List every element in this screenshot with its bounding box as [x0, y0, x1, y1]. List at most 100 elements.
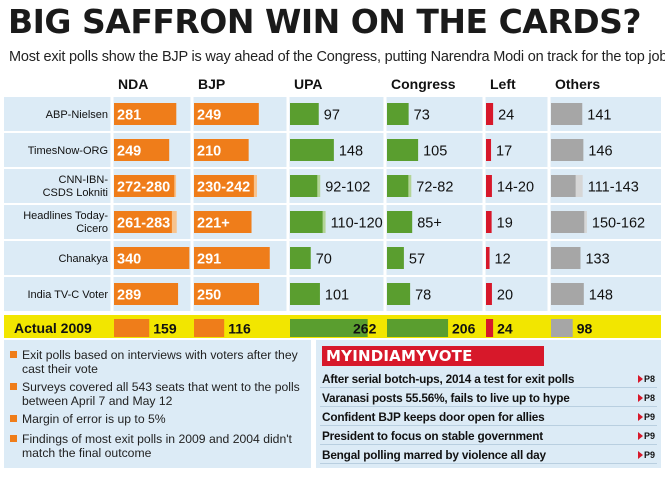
- value-bar: [387, 139, 419, 161]
- headline-text: President to focus on stable government: [322, 429, 543, 443]
- value-label: 105: [423, 144, 447, 160]
- value-bar: [290, 175, 318, 197]
- value-bar: [194, 139, 249, 161]
- value-label: 146: [588, 144, 612, 160]
- value-label: 19: [497, 216, 513, 232]
- bullet-icon: [10, 351, 17, 358]
- value-label: 281: [117, 108, 141, 124]
- value-label: 261-283: [117, 216, 170, 232]
- value-label: 78: [415, 288, 431, 304]
- value-bar: [114, 211, 172, 233]
- note-item: Exit polls based on interviews with vote…: [10, 348, 310, 376]
- value-label: 110-120: [331, 216, 383, 232]
- note-text: Margin of error is up to 5%: [22, 412, 166, 426]
- value-bar: [290, 103, 319, 125]
- headline-link[interactable]: Bengal polling marred by violence all da…: [320, 446, 657, 464]
- value-bar: [114, 319, 150, 337]
- headline-link[interactable]: After serial botch-ups, 2014 a test for …: [320, 370, 657, 388]
- value-bar: [290, 319, 368, 337]
- value-bar: [387, 175, 409, 197]
- value-bar: [551, 283, 584, 305]
- value-label: 221+: [197, 216, 230, 232]
- value-label: 272-280: [117, 180, 170, 196]
- pollster-label: Cicero: [76, 223, 108, 235]
- myindiamyvote-panel: MYINDIAMYVOTE After serial botch-ups, 20…: [316, 340, 661, 468]
- value-label: 289: [117, 288, 141, 304]
- page-ref: P8: [638, 393, 655, 403]
- value-label: 97: [324, 108, 340, 124]
- value-label: 141: [587, 108, 611, 124]
- value-label: 159: [153, 321, 177, 337]
- actual-label: Actual 2009: [14, 320, 92, 336]
- value-label: 340: [117, 252, 141, 268]
- value-label: 24: [498, 108, 514, 124]
- value-bar: [551, 139, 584, 161]
- bullet-icon: [10, 435, 17, 442]
- value-bar: [486, 103, 494, 125]
- value-bar: [194, 175, 254, 197]
- value-label: 291: [197, 252, 221, 268]
- value-label: 148: [339, 144, 363, 160]
- value-label: 116: [228, 321, 251, 337]
- value-bar: [194, 319, 225, 337]
- value-label: 14-20: [497, 180, 534, 196]
- value-bar: [194, 211, 252, 233]
- note-item: Surveys covered all 543 seats that went …: [10, 380, 310, 408]
- pollster-label: ABP-Nielsen: [46, 109, 108, 121]
- note-item: Findings of most exit polls in 2009 and …: [10, 432, 310, 460]
- headline-link[interactable]: President to focus on stable government P…: [320, 427, 657, 445]
- headline-text: Varanasi posts 55.56%, fails to live up …: [322, 391, 570, 405]
- notes-panel: Exit polls based on interviews with vote…: [4, 340, 311, 468]
- column-header: Left: [490, 76, 516, 92]
- value-bar: [486, 211, 492, 233]
- value-label: 92-102: [325, 180, 370, 196]
- value-label: 20: [497, 288, 513, 304]
- page-title: BIG SAFFRON WIN ON THE CARDS?: [8, 2, 642, 41]
- value-bar: [114, 247, 190, 269]
- value-label: 250: [197, 288, 221, 304]
- value-bar: [387, 103, 409, 125]
- column-header: Congress: [391, 76, 456, 92]
- value-bar: [486, 283, 492, 305]
- value-bar: [194, 103, 259, 125]
- page-ref: P9: [638, 450, 655, 460]
- value-bar: [114, 283, 179, 305]
- value-label: 150-162: [592, 216, 645, 232]
- value-bar: [486, 319, 494, 337]
- value-bar: [290, 247, 311, 269]
- value-bar: [551, 247, 581, 269]
- value-label: 262: [353, 321, 377, 337]
- value-bar: [486, 175, 491, 197]
- value-label: 230-242: [197, 180, 250, 196]
- value-bar: [387, 283, 411, 305]
- headline-link[interactable]: Confident BJP keeps door open for allies…: [320, 408, 657, 426]
- value-bar: [387, 247, 404, 269]
- value-bar: [387, 211, 413, 233]
- value-bar: [290, 139, 334, 161]
- value-bar: [114, 103, 177, 125]
- pollster-label: CSDS Lokniti: [43, 187, 108, 199]
- page-ref: P8: [638, 374, 655, 384]
- value-label: 70: [316, 252, 332, 268]
- value-bar: [194, 247, 270, 269]
- note-text: Exit polls based on interviews with vote…: [22, 348, 298, 376]
- headline-link[interactable]: Varanasi posts 55.56%, fails to live up …: [320, 389, 657, 407]
- value-label: 12: [495, 252, 511, 268]
- value-label: 24: [497, 321, 513, 337]
- value-label: 73: [414, 108, 430, 124]
- value-bar: [114, 139, 170, 161]
- value-bar: [551, 175, 576, 197]
- value-label: 98: [577, 321, 593, 337]
- value-bar: [551, 319, 573, 337]
- headline-text: After serial botch-ups, 2014 a test for …: [322, 372, 575, 386]
- value-label: 249: [197, 108, 221, 124]
- page-ref: P9: [638, 412, 655, 422]
- value-label: 72-82: [416, 180, 453, 196]
- pollster-label: CNN-IBN-: [59, 174, 109, 186]
- value-bar: [387, 319, 449, 337]
- bullet-icon: [10, 415, 17, 422]
- note-text: Surveys covered all 543 seats that went …: [22, 380, 300, 408]
- value-label: 57: [409, 252, 425, 268]
- value-bar: [551, 103, 583, 125]
- value-bar: [194, 283, 260, 305]
